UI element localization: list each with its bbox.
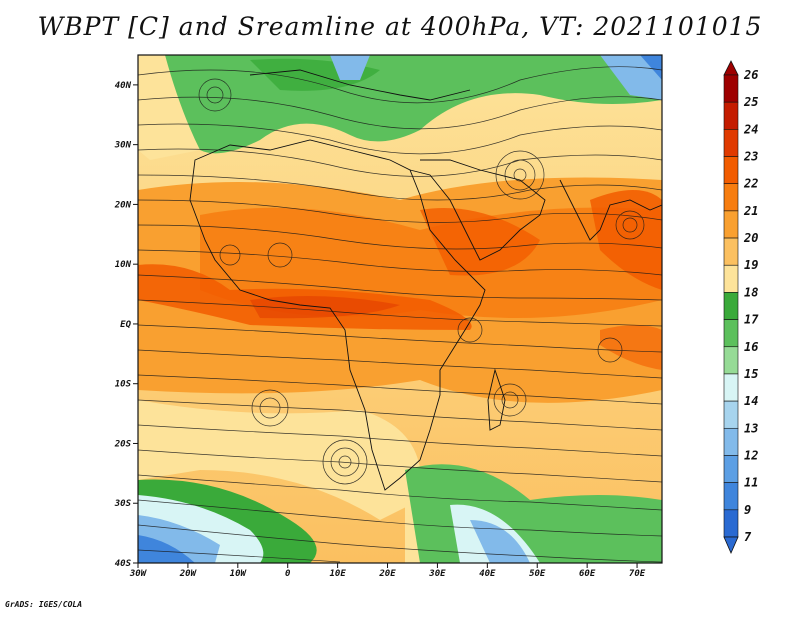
colorbar-label: 17 <box>744 313 759 327</box>
lat-tick-label: 30S <box>114 499 132 509</box>
colorbar-label: 11 <box>744 476 758 490</box>
colorbar-label: 26 <box>743 68 758 82</box>
colorbar-swatch <box>723 346 739 375</box>
map-frame <box>137 54 663 564</box>
colorbar-swatch <box>723 101 739 130</box>
lon-tick-label: 20E <box>378 569 396 579</box>
colorbar-label: 22 <box>743 177 758 191</box>
colorbar-swatch <box>723 129 739 157</box>
lon-tick-label: 50E <box>529 569 546 579</box>
lat-tick-label: 40N <box>115 81 132 91</box>
colorbar: 26 25 24 23 22 21 20 19 18 17 16 15 14 13 12 11 9 7 <box>723 60 759 554</box>
credit-text: GrADS: IGES/COLA <box>5 600 83 609</box>
lon-tick-label: 60E <box>579 569 596 579</box>
colorbar-swatch <box>723 319 739 348</box>
lon-tick-label: 10E <box>329 569 346 579</box>
colorbar-label: 21 <box>743 204 758 218</box>
colorbar-swatch <box>723 237 739 266</box>
lat-tick-label: 40S <box>115 559 132 569</box>
temperature-field <box>138 55 662 563</box>
colorbar-label: 23 <box>743 150 758 164</box>
colorbar-swatch <box>723 400 739 429</box>
lat-tick-label: EQ <box>120 320 131 330</box>
colorbar-label: 12 <box>744 448 758 462</box>
lon-tick-label: 0 <box>285 569 291 579</box>
colorbar-swatch <box>723 210 739 239</box>
colorbar-label: 18 <box>744 285 758 299</box>
colorbar-label: 9 <box>744 503 751 517</box>
colorbar-label: 7 <box>744 530 752 544</box>
colorbar-swatch <box>723 373 739 402</box>
colorbar-swatch <box>723 455 739 483</box>
colorbar-top-arrow <box>723 60 739 76</box>
lat-tick-label: 10N <box>115 260 132 270</box>
colorbar-label: 19 <box>744 258 758 272</box>
lon-tick-label: 20W <box>179 569 198 579</box>
colorbar-label: 13 <box>744 421 758 435</box>
colorbar-swatch <box>723 292 739 320</box>
colorbar-label: 20 <box>743 231 758 245</box>
lat-tick-label: 30N <box>114 141 132 151</box>
lon-tick-label: 70E <box>629 569 646 579</box>
colorbar-label: 14 <box>744 394 758 408</box>
colorbar-swatch <box>723 156 739 185</box>
lat-tick-label: 20S <box>114 439 132 449</box>
colorbar-swatch <box>723 509 739 538</box>
colorbar-swatch <box>723 264 739 293</box>
chart-title: WBPT [C] and Sreamline at 400hPa, VT: 20… <box>37 12 763 41</box>
colorbar-swatch <box>723 74 739 103</box>
lat-tick-label: 10S <box>115 380 132 390</box>
colorbar-label: 16 <box>744 340 758 354</box>
lon-tick-label: 30W <box>129 569 148 579</box>
lat-tick-label: 20N <box>114 200 132 210</box>
colorbar-label: 25 <box>743 95 758 109</box>
colorbar-label: 15 <box>744 367 758 381</box>
colorbar-swatch <box>723 183 739 212</box>
colorbar-swatch <box>723 482 739 511</box>
lon-tick-label: 10W <box>230 569 248 579</box>
streamlines <box>138 66 662 563</box>
colorbar-bottom-arrow <box>723 536 739 554</box>
colorbar-label: 24 <box>743 122 758 136</box>
lon-tick-label: 40E <box>479 569 496 579</box>
lon-tick-label: 30E <box>428 569 446 579</box>
colorbar-swatch <box>723 427 739 456</box>
coastlines <box>189 69 662 491</box>
